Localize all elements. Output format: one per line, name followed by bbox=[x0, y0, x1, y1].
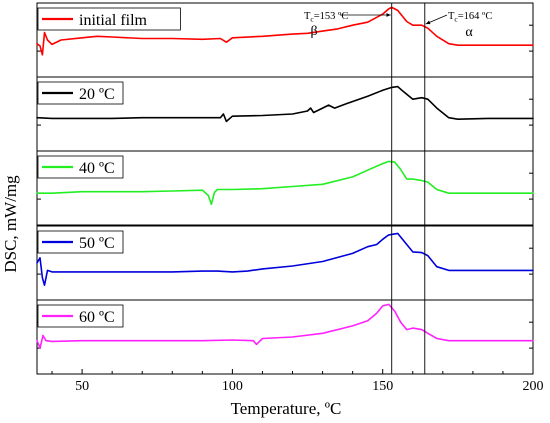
legend-box bbox=[37, 304, 124, 328]
x-tick-label: 150 bbox=[372, 379, 393, 394]
legend-label: 50 ºC bbox=[79, 235, 115, 252]
legend-box bbox=[37, 7, 181, 31]
legend-label: 60 ºC bbox=[79, 309, 115, 326]
legend-label: 40 ºC bbox=[79, 160, 115, 177]
annotations: Tc=153 ºC Tc=164 ºC β α bbox=[304, 3, 492, 374]
series-line bbox=[36, 232, 534, 286]
panel-frame bbox=[36, 299, 534, 375]
x-tick-label: 50 bbox=[75, 379, 89, 394]
series-line bbox=[36, 160, 534, 206]
panels: initial film 20 ºC 40 ºC 50 ºC 60 ºC bbox=[36, 2, 534, 375]
beta-phase-label: β bbox=[310, 24, 317, 39]
legend-box bbox=[37, 155, 124, 179]
panel-frame bbox=[36, 150, 534, 226]
legend-entry: 60 ºC bbox=[37, 304, 124, 328]
legend-entry: 40 ºC bbox=[37, 155, 124, 179]
x-tick-label: 200 bbox=[523, 379, 544, 394]
panel-5: 60 ºC bbox=[36, 299, 534, 375]
series-line bbox=[36, 6, 534, 56]
series-line bbox=[36, 85, 534, 123]
panel-2: 20 ºC bbox=[36, 76, 534, 152]
legend-label: initial film bbox=[79, 12, 148, 29]
tc2-label: Tc=164 ºC bbox=[448, 11, 492, 24]
tc2-arrow bbox=[425, 14, 448, 25]
alpha-phase-label: α bbox=[465, 25, 473, 40]
legend-entry: 50 ºC bbox=[37, 230, 124, 254]
x-tick-label: 100 bbox=[222, 379, 243, 394]
legend-entry: initial film bbox=[37, 7, 181, 31]
series-line bbox=[36, 303, 534, 349]
x-axis-label: Temperature, ºC bbox=[231, 399, 342, 418]
tc1-label: Tc=153 ºC bbox=[304, 11, 348, 24]
legend-box bbox=[37, 81, 124, 105]
y-axis-label: DSC, mW/mg bbox=[1, 175, 20, 273]
legend-box bbox=[37, 230, 124, 254]
panel-4: 50 ºC bbox=[36, 225, 534, 301]
panel-3: 40 ºC bbox=[36, 150, 534, 226]
legend-label: 20 ºC bbox=[79, 86, 115, 103]
legend-entry: 20 ºC bbox=[37, 81, 124, 105]
x-axis: 50 100 150 200 bbox=[51, 369, 544, 394]
